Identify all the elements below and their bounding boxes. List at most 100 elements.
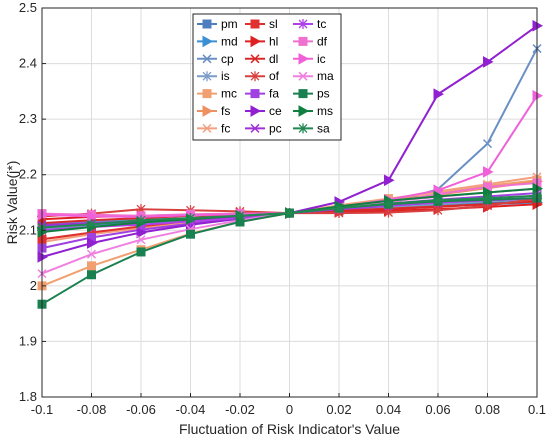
legend-marker (250, 123, 260, 133)
data-point-cp (482, 139, 493, 149)
legend-label: pm (221, 17, 238, 31)
legend-label: hl (269, 34, 278, 48)
y-tick-label: 2.1 (19, 222, 37, 237)
legend-label: fs (221, 104, 230, 118)
data-point-sa (136, 215, 146, 226)
legend-item-ce: ce (245, 104, 282, 118)
legend-label: dl (269, 52, 278, 66)
data-point-ps (186, 229, 195, 239)
data-point-ma (136, 235, 146, 245)
legend-marker (202, 71, 212, 82)
legend-label: ce (269, 104, 282, 118)
x-tick-label: 0.1 (528, 402, 546, 417)
x-tick-label: -0.08 (77, 402, 107, 417)
ticks: -0.1 -0.08 -0.06 -0.04 -0.02 0 0.02 0.04 0.06 0.0… (19, 0, 546, 417)
legend-label: md (221, 34, 238, 48)
data-point-of (383, 207, 394, 218)
y-tick-label: 1.8 (19, 389, 37, 404)
legend-label: fc (221, 121, 230, 135)
y-axis-label: Risk Value(j*) (4, 161, 20, 245)
legend-label: sa (317, 121, 330, 135)
legend-marker (202, 105, 214, 117)
legend-item-fs: fs (197, 104, 230, 118)
legend-marker (298, 105, 310, 117)
data-point-of (136, 204, 146, 215)
x-tick-label: 0.02 (326, 402, 351, 417)
y-tick-label: 2 (30, 278, 37, 293)
legend-marker (298, 52, 310, 65)
legend-marker (250, 35, 262, 48)
x-tick-label: -0.1 (31, 402, 53, 417)
legend-item-fa: fa (245, 87, 279, 101)
x-tick-label: -0.04 (176, 402, 206, 417)
data-point-sa (86, 219, 97, 230)
legend-label: ps (317, 87, 330, 101)
data-point-ma (86, 249, 97, 259)
legend-marker (250, 19, 260, 29)
data-point-ce (384, 174, 395, 187)
legend-label: pc (269, 121, 282, 135)
data-point-ce (433, 88, 445, 100)
data-point-ce (136, 226, 148, 239)
data-point-of (433, 205, 443, 216)
legend-label: fa (269, 87, 279, 101)
data-point-ic (483, 166, 494, 178)
data-point-ps (136, 247, 146, 257)
data-point-of (482, 200, 493, 211)
legend-item-ma: ma (293, 69, 334, 83)
x-tick-label: 0.04 (376, 402, 401, 417)
legend-marker (250, 105, 262, 117)
legend-item-ms: ms (293, 104, 333, 118)
legend-item-is: is (197, 69, 230, 83)
legend-marker (250, 89, 260, 99)
legend-marker (298, 89, 308, 99)
x-tick-label: 0.06 (425, 402, 450, 417)
data-point-ps (87, 270, 96, 280)
data-point-ce (87, 237, 98, 249)
legend-marker (202, 54, 212, 64)
legend-label: ms (317, 104, 333, 118)
data-point-mc (87, 261, 96, 271)
legend-marker (202, 35, 214, 48)
y-tick-label: 2.5 (19, 0, 37, 15)
data-point-ic (87, 210, 98, 223)
legend-marker (202, 123, 212, 133)
x-tick-label: -0.06 (126, 402, 156, 417)
legend-marker (202, 89, 212, 99)
x-tick-label: 0.08 (475, 402, 500, 417)
y-tick-label: 2.2 (19, 167, 37, 182)
legend-label: of (269, 69, 280, 83)
legend-item-sa: sa (293, 121, 330, 135)
legend-label: cp (221, 52, 234, 66)
legend-label: df (317, 34, 328, 48)
legend-label: is (221, 69, 230, 83)
data-point-sa (235, 210, 245, 221)
legend-marker (250, 71, 260, 82)
data-point-sa (433, 195, 443, 206)
legend-item-mc: mc (197, 87, 237, 101)
legend-item-pc: pc (245, 121, 282, 135)
legend-marker (298, 36, 308, 46)
y-tick-label: 2.3 (19, 111, 37, 126)
legend-marker (202, 19, 212, 29)
legend-marker (298, 71, 308, 81)
x-axis-label: Fluctuation of Risk Indicator's Value (179, 421, 400, 437)
data-point-sa (482, 193, 493, 204)
y-tick-label: 2.4 (19, 56, 37, 71)
legend-item-hl: hl (245, 34, 278, 48)
x-tick-label: 0 (286, 402, 293, 417)
legend-box (192, 13, 342, 141)
data-point-sa (284, 208, 295, 219)
legend-item-ic: ic (293, 52, 326, 66)
legend-marker (250, 54, 260, 64)
x-tick-label: -0.02 (225, 402, 255, 417)
legend-label: ic (317, 52, 326, 66)
legend-label: mc (221, 87, 237, 101)
legend-item-pm: pm (197, 17, 238, 31)
legend-item-fc: fc (197, 121, 230, 135)
legend-item-dl: dl (245, 52, 278, 66)
legend-item-ps: ps (293, 87, 330, 101)
data-point-sa (334, 203, 344, 214)
legend-label: tc (317, 17, 326, 31)
